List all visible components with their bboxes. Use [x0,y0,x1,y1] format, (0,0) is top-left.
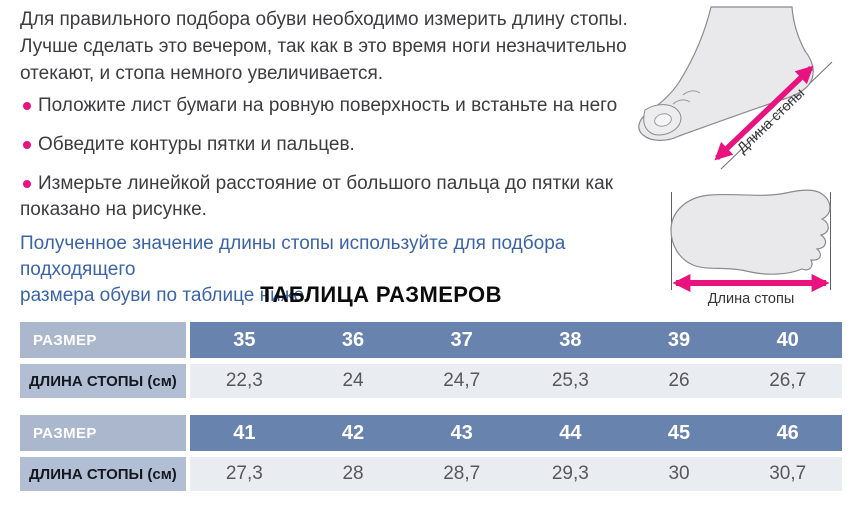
toe-crease-lines [672,90,701,105]
size-row: РАЗМЕР 35 36 37 38 39 40 [20,322,842,358]
size-cell: 37 [450,328,473,351]
length-cell: 29,3 [551,463,589,484]
length-cell: 30 [668,463,690,484]
toenail [654,113,672,127]
size-cell: 36 [341,328,365,351]
size-tables: РАЗМЕР 35 36 37 38 39 40 ДЛИНА СТОПЫ (см… [20,322,842,491]
length-cell: 26 [668,370,690,391]
instruction-text-3: Измерьте линейкой расстояние от большого… [20,173,614,220]
sole-foot-diagram: Длина стопы [670,189,831,306]
length-values: 27,3 28 28,7 29,3 30 30,7 [190,457,842,491]
note-paragraph: Полученное значение длины стопы использу… [20,233,566,306]
size-cell: 39 [667,328,691,351]
instruction-list: Положите лист бумаги на ровную поверхнос… [20,93,642,223]
size-cell: 41 [233,421,256,444]
size-cell: 35 [233,328,256,351]
size-cell: 43 [450,421,473,444]
length-cell: 28 [342,463,364,484]
length-row-header: ДЛИНА СТОПЫ (см) [20,457,186,491]
instruction-item-2: Обведите контуры пятки и пальцев. [20,132,642,158]
length-row: ДЛИНА СТОПЫ (см) 22,3 24 24,7 25,3 26 26… [20,364,842,398]
length-values: 22,3 24 24,7 25,3 26 26,7 [190,364,842,398]
length-row-header: ДЛИНА СТОПЫ (см) [20,364,186,398]
length-cell: 25,3 [551,370,589,391]
size-row-header: РАЗМЕР [20,415,186,451]
size-values: 35 36 37 38 39 40 [190,322,842,358]
foot-sole-shape [670,189,831,275]
size-cell: 44 [559,421,582,444]
size-table-title: ТАБЛИЦА РАЗМЕРОВ [260,282,502,307]
length-cell: 26,7 [769,370,807,391]
bullet-icon [23,102,31,110]
instruction-text-1: Положите лист бумаги на ровную поверхнос… [38,95,618,116]
instruction-item-3: Измерьте линейкой расстояние от большого… [20,171,642,223]
size-table-41-46: РАЗМЕР 41 42 43 44 45 46 ДЛИНА СТОПЫ (см… [20,415,842,491]
size-cell: 42 [341,421,365,444]
intro-paragraph: Для правильного подбора обуви необходимо… [20,9,628,84]
side-foot-diagram: Длина стопы [638,6,833,170]
length-cell: 24,7 [443,370,481,391]
length-cell: 30,7 [769,463,807,484]
size-cell: 40 [776,328,799,351]
bullet-icon [23,180,31,188]
length-cell: 27,3 [225,463,263,484]
size-table-35-40: РАЗМЕР 35 36 37 38 39 40 ДЛИНА СТОПЫ (см… [20,322,842,398]
length-cell: 22,3 [225,370,263,391]
measure-arrow [714,65,814,161]
instructions-block: Для правильного подбора обуви необходимо… [20,6,642,309]
instruction-text-2: Обведите контуры пятки и пальцев. [38,134,355,155]
length-row: ДЛИНА СТОПЫ (см) 27,3 28 28,7 29,3 30 30… [20,457,842,491]
size-row: РАЗМЕР 41 42 43 44 45 46 [20,415,842,451]
length-cell: 28,7 [443,463,481,484]
size-row-header: РАЗМЕР [20,322,186,358]
size-cell: 46 [776,421,799,444]
size-cell: 45 [667,421,691,444]
bullet-icon [23,141,31,149]
size-values: 41 42 43 44 45 46 [190,415,842,451]
instruction-item-1: Положите лист бумаги на ровную поверхнос… [20,93,642,119]
size-cell: 38 [559,328,582,351]
length-cell: 24 [342,370,364,391]
measure-label: Длина стопы [708,291,795,306]
